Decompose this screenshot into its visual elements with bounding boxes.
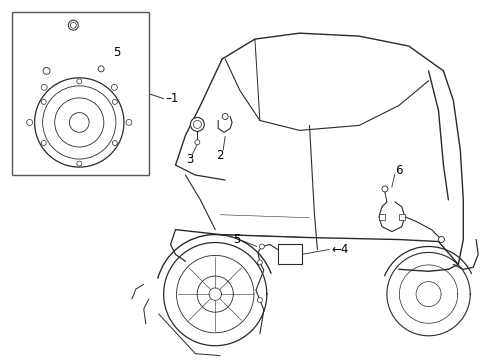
- Circle shape: [41, 140, 46, 145]
- Circle shape: [98, 66, 104, 72]
- Text: –1: –1: [165, 92, 179, 105]
- Circle shape: [35, 78, 123, 167]
- Circle shape: [257, 260, 262, 265]
- Circle shape: [41, 84, 47, 90]
- Circle shape: [41, 99, 46, 104]
- Circle shape: [438, 237, 444, 243]
- Circle shape: [190, 117, 204, 131]
- Circle shape: [126, 120, 132, 125]
- Circle shape: [257, 298, 262, 302]
- Circle shape: [111, 84, 117, 90]
- Circle shape: [70, 22, 76, 28]
- Circle shape: [55, 98, 103, 147]
- Bar: [277, 244, 301, 264]
- Circle shape: [27, 120, 33, 125]
- Circle shape: [259, 244, 264, 249]
- Circle shape: [77, 79, 81, 84]
- Circle shape: [42, 86, 116, 159]
- Text: 5: 5: [113, 46, 120, 59]
- Bar: [378, 214, 384, 220]
- Text: 2: 2: [216, 149, 224, 162]
- Text: 3: 3: [185, 153, 193, 166]
- Bar: [12, 12, 148, 175]
- Circle shape: [77, 161, 81, 166]
- Circle shape: [69, 113, 89, 132]
- Text: 5: 5: [232, 233, 240, 246]
- Circle shape: [43, 67, 50, 74]
- Circle shape: [68, 20, 78, 30]
- Circle shape: [195, 140, 200, 145]
- Bar: [398, 214, 404, 220]
- Circle shape: [112, 99, 117, 104]
- Circle shape: [193, 121, 201, 129]
- Circle shape: [112, 140, 117, 145]
- Circle shape: [381, 186, 387, 192]
- Text: 6: 6: [394, 163, 402, 176]
- Circle shape: [222, 113, 228, 120]
- Text: ←4: ←4: [331, 243, 348, 256]
